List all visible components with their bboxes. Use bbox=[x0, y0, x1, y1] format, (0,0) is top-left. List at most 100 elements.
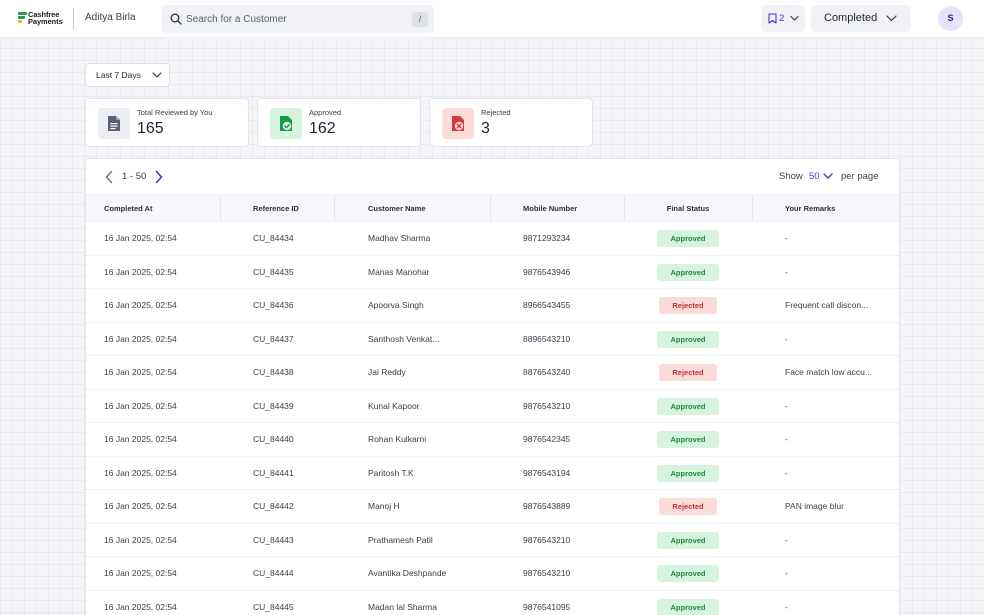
date-range-value: Last 7 Days bbox=[96, 70, 141, 80]
user-avatar[interactable]: S bbox=[938, 6, 963, 31]
header-divider bbox=[73, 8, 74, 30]
remarks-cell: - bbox=[785, 400, 788, 411]
mobile-number-cell: 9876542345 bbox=[523, 434, 571, 444]
table-row[interactable]: 16 Jan 2025, 02:54 CU_84436 Apoorva Singh 8… bbox=[86, 289, 899, 323]
table-row[interactable]: 16 Jan 2025, 02:54 CU_84441 Paritosh T.K 98… bbox=[86, 457, 899, 490]
column-header-your-remarks[interactable]: Your Remarks bbox=[785, 204, 836, 213]
table-row[interactable]: 16 Jan 2025, 02:54 CU_84440 Rohan Kulkarni… bbox=[86, 423, 899, 457]
column-header-final-status[interactable]: Final Status bbox=[666, 204, 710, 213]
stat-label: Approved bbox=[309, 108, 342, 117]
document-icon bbox=[108, 116, 120, 131]
column-header-reference-id[interactable]: Reference ID bbox=[253, 204, 299, 213]
stat-label: Total Reviewed by You bbox=[137, 108, 213, 117]
column-divider bbox=[752, 195, 753, 222]
mobile-number-cell: 9876543946 bbox=[523, 266, 571, 277]
reference-id-cell: CU_84443 bbox=[253, 534, 294, 545]
completed-at-cell: 16 Jan 2025, 02:54 bbox=[104, 534, 177, 545]
completed-at-cell: 16 Jan 2025, 02:54 bbox=[104, 300, 177, 310]
completed-at-cell: 16 Jan 2025, 02:54 bbox=[104, 367, 177, 377]
mobile-number-cell: 8966543455 bbox=[523, 300, 571, 310]
column-divider bbox=[220, 195, 221, 222]
customer-name-cell: Jai Reddy bbox=[368, 367, 406, 377]
status-filter-dropdown[interactable]: Completed bbox=[811, 5, 911, 32]
reference-id-cell: CU_84440 bbox=[253, 434, 294, 444]
per-page-selector: Show 50 per page bbox=[771, 170, 881, 184]
mobile-number-cell: 8896543210 bbox=[523, 333, 571, 344]
bookmark-icon bbox=[768, 13, 777, 24]
completed-at-cell: 16 Jan 2025, 02:54 bbox=[104, 501, 177, 511]
remarks-cell: - bbox=[785, 434, 788, 444]
mobile-number-cell: 9876543210 bbox=[523, 400, 571, 411]
status-filter-value: Completed bbox=[824, 12, 878, 24]
mobile-number-cell: 9876543889 bbox=[523, 501, 571, 511]
top-bar: Cashfree Payments Aditya Birla / 2 Compl… bbox=[0, 0, 984, 38]
reference-id-cell: CU_84435 bbox=[253, 266, 294, 277]
customer-search[interactable]: / bbox=[161, 5, 434, 33]
mobile-number-cell: 9876541095 bbox=[523, 601, 571, 612]
mobile-number-cell: 9876543210 bbox=[523, 534, 571, 545]
customer-name-cell: Madan lal Sharma bbox=[368, 601, 437, 612]
column-header-customer-name[interactable]: Customer Name bbox=[368, 204, 426, 213]
pagination-range: 1 - 50 bbox=[122, 171, 147, 182]
customer-name-cell: Santhosh Venkat... bbox=[368, 333, 440, 344]
customer-name-cell: Apoorva Singh bbox=[368, 300, 424, 310]
status-badge: Rejected bbox=[659, 297, 717, 314]
stat-card-approved: Approved 162 bbox=[257, 98, 421, 147]
customer-name-cell: Manas Manohar bbox=[368, 266, 430, 277]
table-row[interactable]: 16 Jan 2025, 02:54 CU_84434 Madhav Sharma 9… bbox=[86, 222, 899, 256]
status-badge: Approved bbox=[657, 330, 719, 348]
completed-at-cell: 16 Jan 2025, 02:54 bbox=[104, 601, 177, 612]
customer-name-cell: Paritosh T.K bbox=[368, 467, 414, 478]
cashfree-logo[interactable]: Cashfree Payments bbox=[18, 10, 64, 28]
chevron-right-icon[interactable] bbox=[154, 170, 164, 184]
table-row[interactable]: 16 Jan 2025, 02:54 CU_84439 Kunal Kapoor 98… bbox=[86, 390, 899, 423]
mobile-number-cell: 9871293234 bbox=[523, 233, 571, 243]
customer-name-cell: Prathamesh Patil bbox=[368, 534, 433, 545]
status-badge: Approved bbox=[657, 464, 719, 482]
reference-id-cell: CU_84445 bbox=[253, 601, 294, 612]
remarks-cell: Face match low accu... bbox=[785, 367, 872, 377]
table-body: 16 Jan 2025, 02:54 CU_84434 Madhav Sharma 9… bbox=[86, 222, 899, 615]
chevron-down-icon[interactable] bbox=[823, 173, 833, 180]
results-table-panel: 1 - 50 Show 50 per page Completed At Ref… bbox=[85, 158, 900, 615]
per-page-show-label: Show bbox=[779, 171, 803, 182]
cashfree-logo-mark-icon bbox=[18, 12, 27, 24]
remarks-cell: - bbox=[785, 568, 788, 578]
reference-id-cell: CU_84434 bbox=[253, 233, 294, 243]
chevron-left-icon[interactable] bbox=[104, 170, 114, 184]
rejected-icon bbox=[452, 116, 464, 131]
table-row[interactable]: 16 Jan 2025, 02:54 CU_84443 Prathamesh Pat… bbox=[86, 524, 899, 557]
stat-card-total-reviewed: Total Reviewed by You 165 bbox=[85, 98, 249, 147]
completed-at-cell: 16 Jan 2025, 02:54 bbox=[104, 568, 177, 578]
table-row[interactable]: 16 Jan 2025, 02:54 CU_84444 Avantika Deshp… bbox=[86, 557, 899, 591]
chevron-down-icon bbox=[152, 72, 162, 78]
completed-at-cell: 16 Jan 2025, 02:54 bbox=[104, 400, 177, 411]
remarks-cell: - bbox=[785, 266, 788, 277]
customer-name-cell: Rohan Kulkarni bbox=[368, 434, 427, 444]
approved-icon bbox=[280, 116, 292, 131]
table-row[interactable]: 16 Jan 2025, 02:54 CU_84438 Jai Reddy 88765… bbox=[86, 356, 899, 390]
completed-at-cell: 16 Jan 2025, 02:54 bbox=[104, 266, 177, 277]
table-row[interactable]: 16 Jan 2025, 02:54 CU_84437 Santhosh Venka… bbox=[86, 323, 899, 356]
column-header-mobile-number[interactable]: Mobile Number bbox=[523, 204, 578, 213]
reference-id-cell: CU_84442 bbox=[253, 501, 294, 511]
logo-text-line2: Payments bbox=[28, 17, 63, 26]
chevron-down-icon bbox=[886, 15, 897, 22]
status-badge: Approved bbox=[657, 565, 719, 582]
status-badge: Approved bbox=[657, 230, 719, 247]
table-row[interactable]: 16 Jan 2025, 02:54 CU_84435 Manas Manohar 9… bbox=[86, 256, 899, 289]
search-input[interactable] bbox=[186, 11, 406, 27]
column-header-completed-at[interactable]: Completed At bbox=[104, 204, 153, 213]
organization-name: Aditya Birla bbox=[85, 12, 136, 23]
logo-text-line1: Cashfree bbox=[28, 10, 60, 19]
table-row[interactable]: 16 Jan 2025, 02:54 CU_84445 Madan lal Shar… bbox=[86, 591, 899, 615]
table-row[interactable]: 16 Jan 2025, 02:54 CU_84442 Manoj H 9876543… bbox=[86, 490, 899, 524]
date-range-dropdown[interactable]: Last 7 Days bbox=[85, 63, 170, 87]
status-badge: Approved bbox=[657, 598, 719, 615]
per-page-value[interactable]: 50 bbox=[809, 171, 820, 182]
search-shortcut-key: / bbox=[412, 12, 428, 27]
status-badge: Approved bbox=[657, 431, 719, 448]
remarks-cell: - bbox=[785, 534, 788, 545]
mobile-number-cell: 9876543210 bbox=[523, 568, 571, 578]
bookmarks-button[interactable]: 2 bbox=[761, 5, 805, 32]
